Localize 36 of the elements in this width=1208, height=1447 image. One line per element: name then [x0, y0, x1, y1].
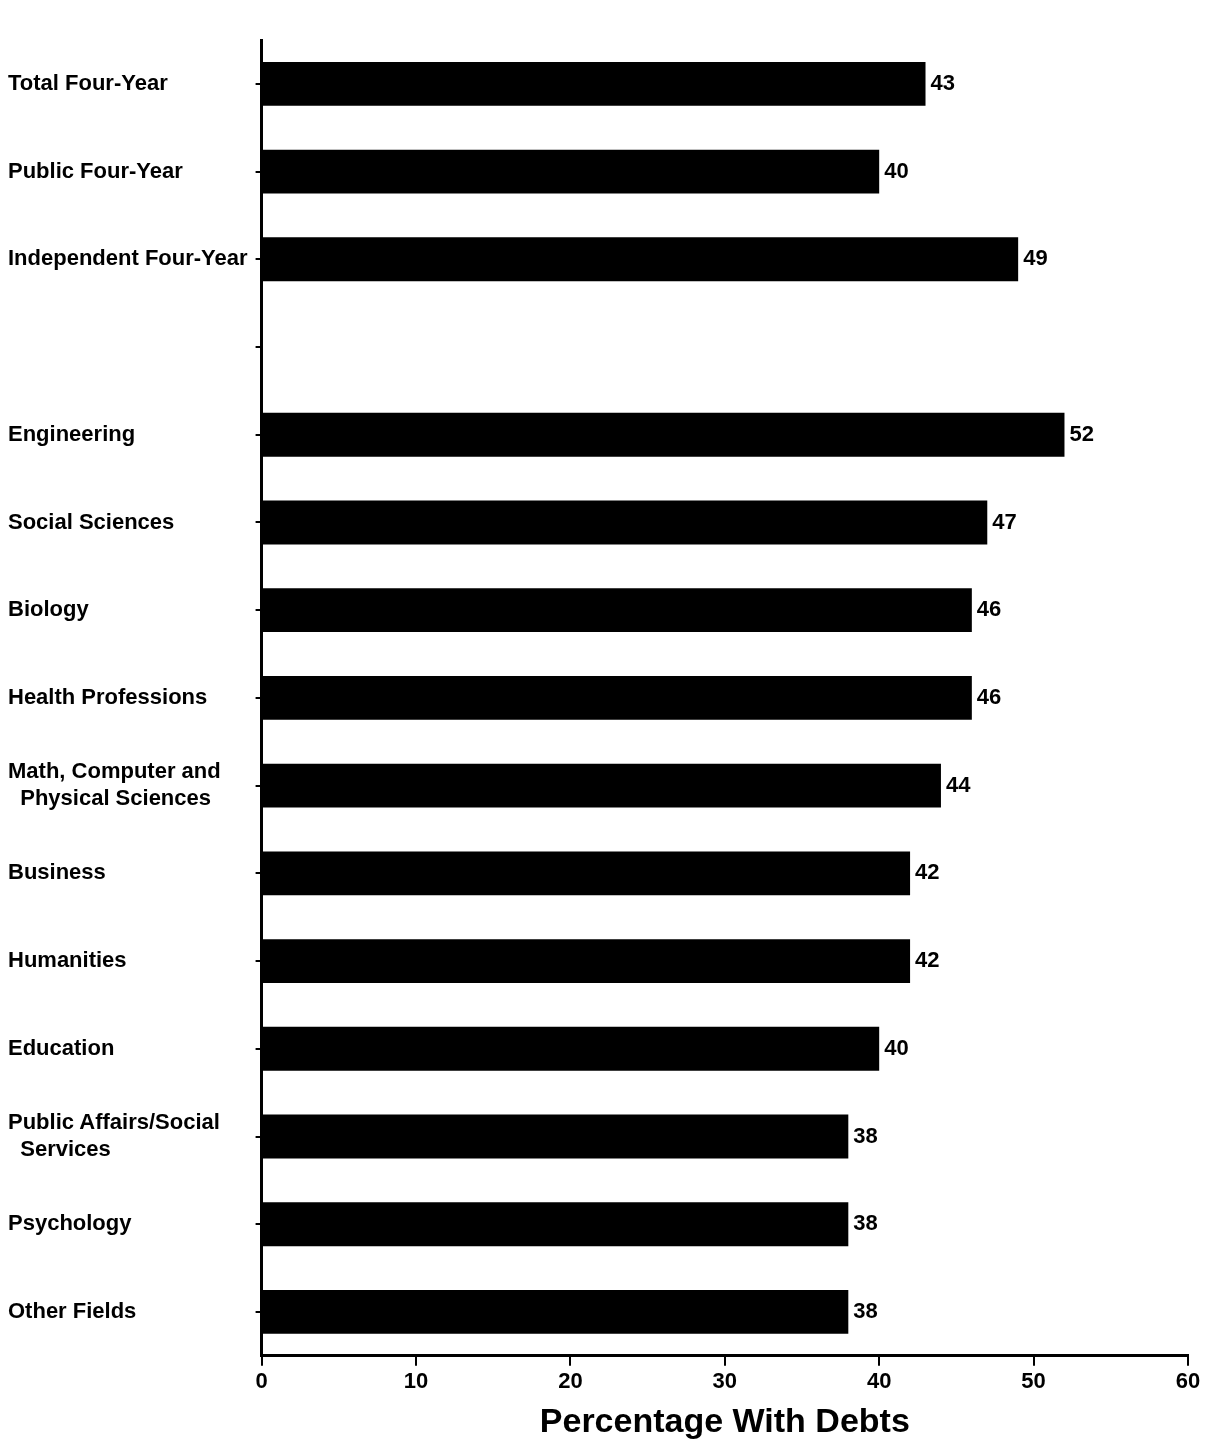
y-tick-label: Math, Computer and Physical Sciences	[8, 758, 221, 810]
y-tick-label: Engineering	[8, 420, 136, 446]
data-label: 38	[853, 1298, 878, 1323]
data-label: 49	[1023, 245, 1048, 271]
y-tick-label: Public Affairs/Social Services	[8, 1109, 220, 1161]
y-tick-label: Social Sciences	[8, 508, 175, 534]
data-label: 44	[945, 771, 972, 797]
y-tick-label: Education	[8, 1034, 115, 1060]
data-label: 47	[992, 508, 1017, 534]
y-tick-label: Business	[8, 859, 106, 885]
x-axis-title: Percentage With Debts	[539, 1400, 910, 1439]
x-tick-label: 10	[403, 1368, 429, 1394]
data-label: 40	[884, 157, 909, 183]
x-tick-label: 30	[712, 1368, 738, 1394]
x-tick-label: 60	[1175, 1368, 1201, 1394]
y-tick-label: Total Four-Year	[8, 69, 169, 95]
data-label: 46	[976, 683, 1002, 709]
y-tick-label: Other Fields	[8, 1298, 137, 1323]
x-tick-label: 50	[1021, 1368, 1046, 1394]
y-tick-label: Health Professions	[8, 683, 208, 709]
y-tick-label: Public Four-Year	[8, 157, 184, 183]
x-tick-label: 40	[866, 1368, 892, 1394]
data-label: 40	[884, 1034, 909, 1060]
x-tick-label: 0	[255, 1368, 268, 1394]
data-label: 42	[915, 947, 940, 973]
data-label: 43	[930, 69, 955, 95]
y-tick-label: Independent Four-Year	[8, 245, 249, 271]
data-label: 42	[915, 859, 940, 885]
data-label: 38	[853, 1122, 878, 1148]
y-tick-label: Humanities	[8, 947, 127, 973]
data-label: 38	[853, 1210, 878, 1236]
x-tick-label: 20	[558, 1368, 583, 1394]
y-tick-label: Biology	[8, 596, 90, 622]
data-label: 52	[1069, 420, 1094, 446]
data-label: 46	[976, 596, 1002, 622]
y-tick-label: Psychology	[8, 1210, 133, 1236]
